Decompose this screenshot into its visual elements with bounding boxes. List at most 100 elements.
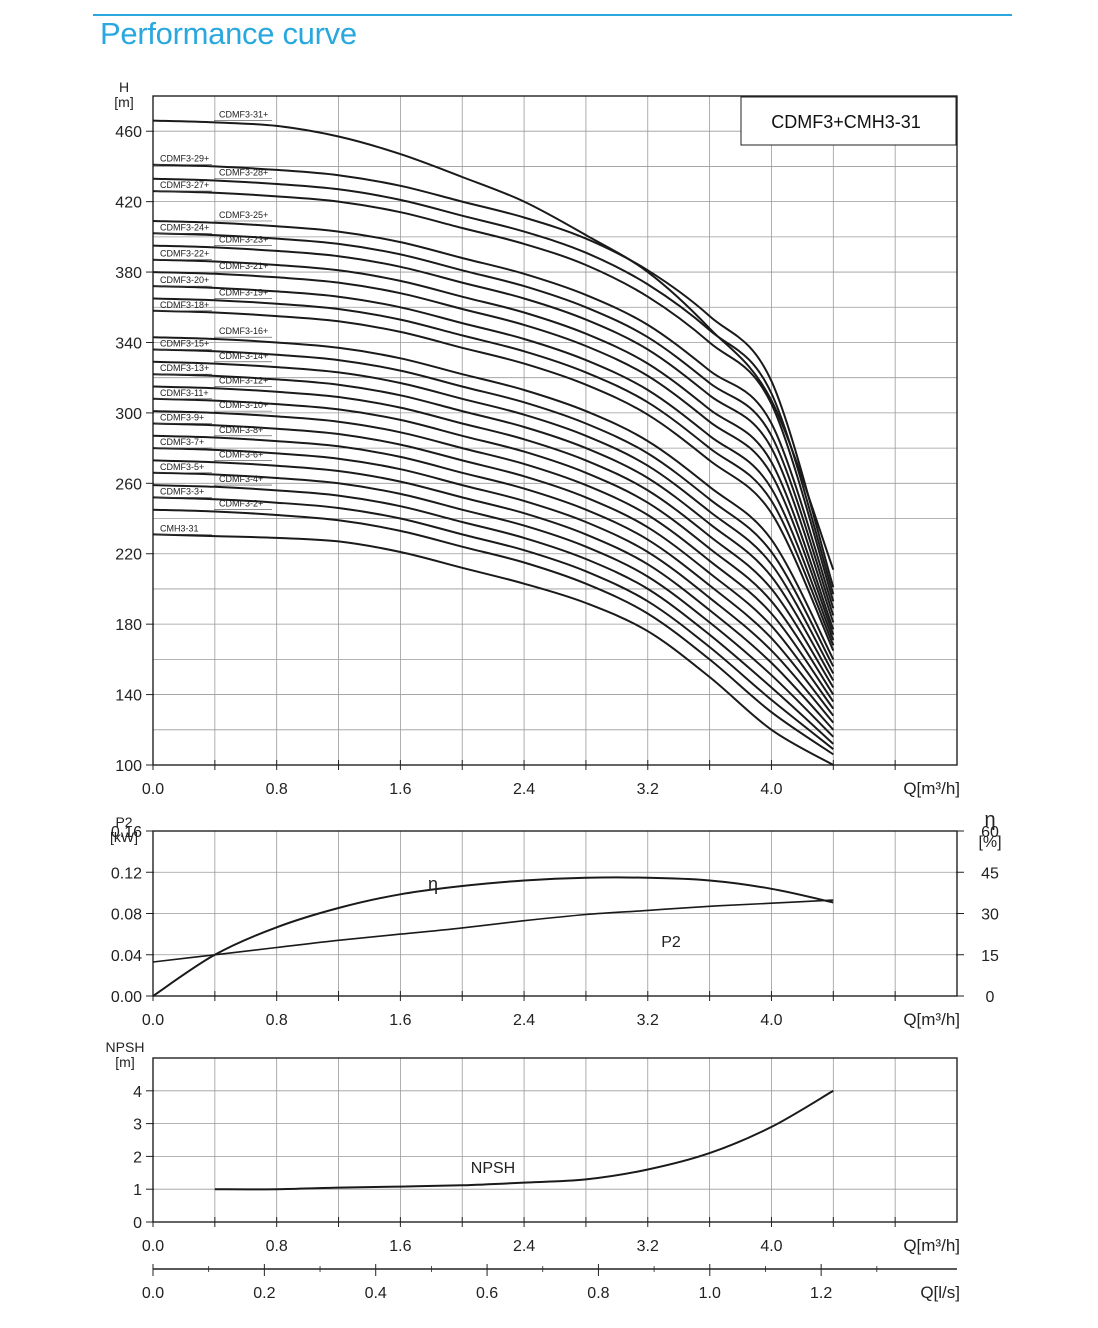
series-label: CDMF3-29+ [160,154,209,164]
chart-title: CDMF3+CMH3-31 [771,112,921,132]
head-curve [152,434,835,717]
head-curve [152,459,835,731]
x-axis-label: Q[m³/h] [903,1236,960,1255]
head-curve [152,336,835,660]
y-tick-label: 0.12 [111,865,142,882]
y-tick-label: 100 [115,758,142,775]
x-tick-label: 4.0 [760,781,782,798]
series-label: CDMF3-4+ [219,474,263,484]
head-curve [152,271,835,636]
head-curve [152,348,835,667]
series-label: CMH3-31 [160,523,199,533]
x-tick-label: 4.0 [760,1238,782,1255]
y-tick-label: 2 [133,1149,142,1166]
series-label: CDMF3-7+ [160,437,204,447]
x-tick-label: 2.4 [513,1238,535,1255]
head-chart: 0.0 0.8 1.6 2.4 3.2 4.0 Q[m³/h] 100 140 180 220 260… [114,79,960,798]
plot-frame [152,1057,958,1223]
series-label: CDMF3-11+ [160,388,209,398]
head-curve [152,422,835,710]
head-curve [152,385,835,689]
series-label: CDMF3-6+ [219,449,263,459]
y-tick-label: 220 [115,547,142,564]
head-curve [152,309,835,652]
y-tick-label: 180 [115,617,142,634]
head-curve [152,119,835,570]
y-tick-label: 0.04 [111,948,142,965]
series-label: CDMF3-23+ [219,235,268,245]
head-curve [152,297,835,646]
y-axis-unit: [m] [115,1054,134,1070]
y-axis-unit: [kW] [110,829,138,845]
y-tick-label: 460 [115,124,142,141]
plot-frame [152,95,958,766]
y-tick-label: 140 [115,688,142,705]
y-tick-label: 0.08 [111,907,142,924]
y-axis-unit: [m] [114,94,133,110]
head-curve [152,397,835,696]
y-tick-label: 3 [133,1117,142,1134]
page-title: Performance curve [100,16,357,51]
x-tick-label: 1.6 [389,781,411,798]
head-curve [152,410,835,703]
flow-ls-tick-label: 0.2 [253,1285,275,1302]
x-tick-label: 0.0 [142,1012,164,1029]
series-label: CDMF3-5+ [160,462,204,472]
y-axis-label: P2 [115,814,132,830]
y-tick-label: 4 [133,1084,142,1101]
x-tick-label: 2.4 [513,781,535,798]
head-curve [152,508,834,756]
y-tick-label: 0 [133,1215,142,1232]
series-label: CDMF3-16+ [219,326,268,336]
x-axis-label: Q[m³/h] [903,779,960,798]
x-tick-label: 1.6 [389,1238,411,1255]
series-label: CDMF3-10+ [219,400,268,410]
head-curve [152,258,835,630]
y2-tick-label: 60 [981,824,999,841]
y-tick-label: 300 [115,406,142,423]
series-label: CDMF3-25+ [219,210,268,220]
power-curve [152,899,834,963]
head-curve [152,447,835,724]
series-label: CDMF3-19+ [219,287,268,297]
power-efficiency-chart: 0.0 0.8 1.6 2.4 3.2 4.0 Q[m³/h] 0.00 0.04 0.08 0.1… [110,809,1002,1029]
x-tick-label: 0.8 [266,1012,288,1029]
x-tick-label: 2.4 [513,1012,535,1029]
y2-tick-label: 30 [981,907,999,924]
power-series-label: P2 [661,934,681,951]
head-curve [152,177,835,595]
flow-ls-tick-label: 0.6 [476,1285,498,1302]
efficiency-series-label: η [428,874,438,894]
head-curve [152,360,835,674]
head-curve [152,496,834,750]
y-tick-label: 340 [115,335,142,352]
head-curve [152,220,835,609]
y-tick-label: 1 [133,1182,142,1199]
head-curve [152,232,835,616]
flow-ls-axis: 0.0 0.2 0.4 0.6 0.8 1.0 1.2 Q[l/s] [142,1264,960,1302]
x-tick-label: 0.8 [266,781,288,798]
head-curve [152,285,835,641]
series-label: CDMF3-27+ [160,180,209,190]
series-label: CDMF3-28+ [219,168,268,178]
flow-ls-tick-label: 0.4 [365,1285,387,1302]
y-axis-label: NPSH [106,1039,145,1055]
x-tick-label: 0.0 [142,781,164,798]
head-curve [152,533,834,766]
head-curve [152,190,835,602]
npsh-chart: 0.0 0.8 1.6 2.4 3.2 4.0 Q[m³/h]01234NPSH[m]NPS… [106,1039,960,1255]
x-axis-label: Q[m³/h] [903,1010,960,1029]
series-label: CDMF3-31+ [219,110,268,120]
y-tick-label: 380 [115,265,142,282]
npsh-curve [214,1089,834,1191]
y-tick-label: 260 [115,476,142,493]
x-tick-label: 3.2 [637,1238,659,1255]
flow-ls-tick-label: 1.0 [699,1285,721,1302]
npsh-series-label: NPSH [471,1160,515,1177]
y2-axis-label: η [984,809,995,831]
y-tick-label: 420 [115,195,142,212]
series-label: CDMF3-20+ [160,275,209,285]
series-label: CDMF3-14+ [219,351,268,361]
flow-ls-tick-label: 0.0 [142,1285,164,1302]
